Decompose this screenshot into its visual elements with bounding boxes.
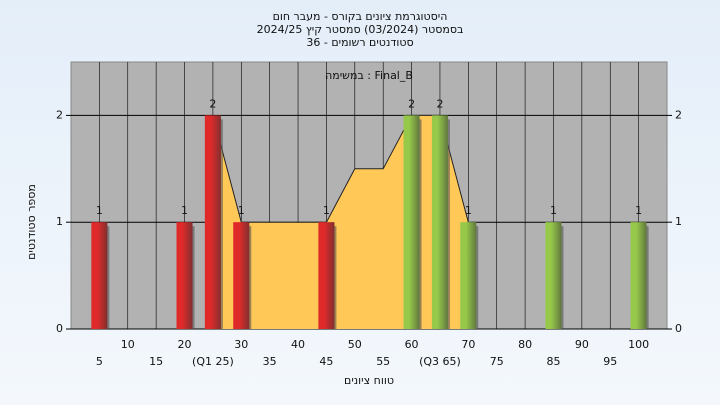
value-label: 2: [436, 97, 443, 110]
y-tick-label: 2: [675, 108, 682, 121]
value-label: 1: [550, 204, 557, 217]
bar-shine: [204, 115, 221, 330]
value-label: 1: [323, 204, 330, 217]
chart-subtitle: בסמסטר (03/2024) סמסטר קיץ 2024/25: [257, 23, 464, 36]
x-tick-label: 75: [490, 355, 504, 368]
y-tick-label: 0: [675, 322, 682, 335]
x-tick-label: 5: [96, 355, 103, 368]
y-tick-label: 1: [56, 215, 63, 228]
bar-shine: [460, 222, 477, 329]
bar-shine: [545, 222, 562, 329]
bar-shine: [403, 115, 420, 330]
x-tick-label: 85: [546, 355, 560, 368]
x-tick-label: 30: [234, 338, 248, 351]
value-label: 1: [238, 204, 245, 217]
x-tick-label: 40: [291, 338, 305, 351]
bar-shine: [431, 115, 448, 330]
x-tick-label: 90: [575, 338, 589, 351]
y-tick-label: 1: [675, 215, 682, 228]
x-tick-label: 95: [603, 355, 617, 368]
x-tick-label: 55: [376, 355, 390, 368]
x-tick-label: 70: [461, 338, 475, 351]
x-tick-label: 80: [518, 338, 532, 351]
bar-shine: [318, 222, 335, 329]
x-tick-label: 50: [348, 338, 362, 351]
chart-subtitle: סטודנטים רשומים - 36: [306, 36, 413, 49]
value-label: 1: [635, 204, 642, 217]
x-tick-label: 15: [149, 355, 163, 368]
bar-shine: [630, 222, 647, 329]
x-tick-label: 60: [405, 338, 419, 351]
bar-shine: [91, 222, 108, 329]
bar-shine: [233, 222, 250, 329]
x-tick-label: 10: [121, 338, 135, 351]
y-tick-label: 2: [56, 108, 63, 121]
x-tick-label: (Q3 65): [419, 355, 461, 368]
bar-shine: [176, 222, 193, 329]
value-label: 2: [209, 97, 216, 110]
x-tick-label: 35: [263, 355, 277, 368]
chart-title: היסטוגרמת ציונים בקורס - מעבר חום: [273, 10, 448, 23]
x-tick-label: 45: [319, 355, 333, 368]
x-axis-label: טווח ציונים: [344, 374, 394, 387]
value-label: 1: [465, 204, 472, 217]
value-label: 2: [408, 97, 415, 110]
legend-label: Final_B : במשימה: [325, 69, 413, 82]
x-tick-label: (Q1 25): [192, 355, 234, 368]
y-axis-label: מספר סטודנטים: [25, 184, 38, 260]
x-tick-label: 100: [628, 338, 649, 351]
value-label: 1: [181, 204, 188, 217]
value-label: 1: [96, 204, 103, 217]
x-tick-label: 20: [178, 338, 192, 351]
y-tick-label: 0: [56, 322, 63, 335]
